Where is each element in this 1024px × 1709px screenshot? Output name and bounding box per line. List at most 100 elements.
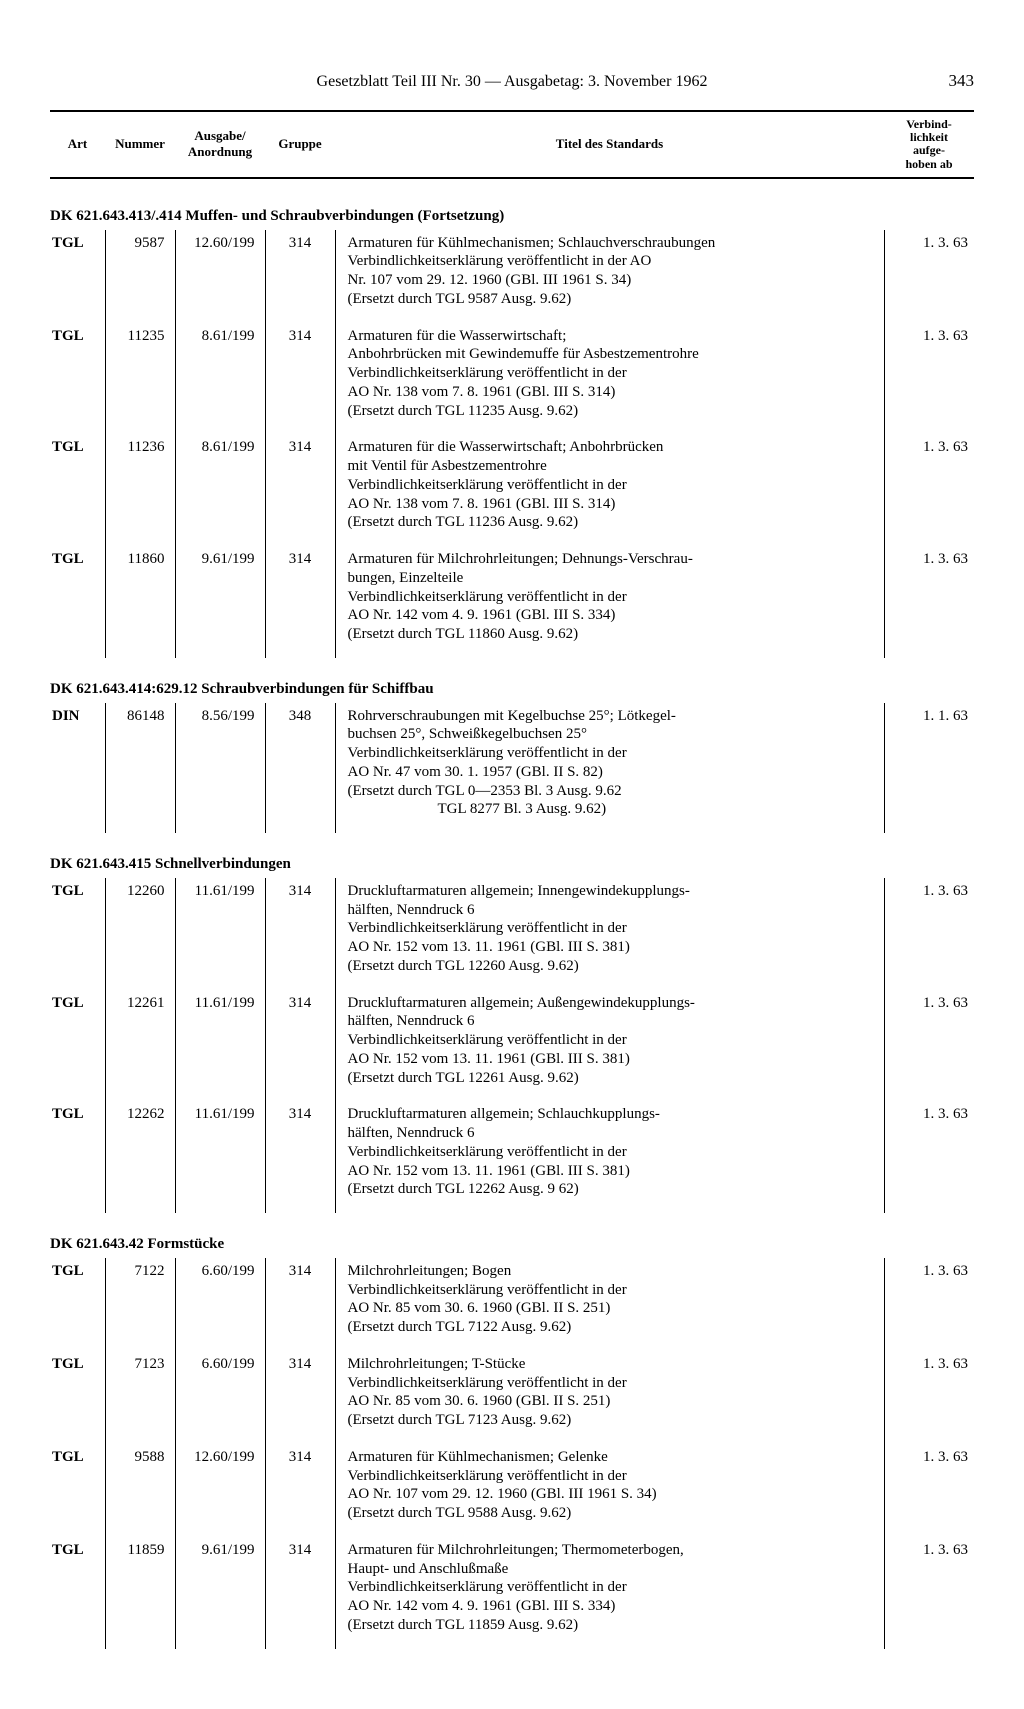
cell-ausgabe: 11.61/199 xyxy=(175,1101,265,1213)
cell-nummer: 12260 xyxy=(105,878,175,990)
cell-nummer: 9587 xyxy=(105,230,175,323)
cell-nummer: 11236 xyxy=(105,434,175,546)
title-line: Anbohrbrücken mit Gewindemuffe für Asbes… xyxy=(348,345,876,364)
cell-nummer: 12262 xyxy=(105,1101,175,1213)
cell-ausgabe: 8.61/199 xyxy=(175,434,265,546)
col-ausgabe: Ausgabe/ Anordnung xyxy=(175,111,265,178)
col-verbind: Verbind- lichkeit aufge- hoben ab xyxy=(884,111,974,178)
title-line: (Ersetzt durch TGL 12260 Ausg. 9.62) xyxy=(348,957,876,976)
col-gruppe: Gruppe xyxy=(265,111,335,178)
title-line: (Ersetzt durch TGL 11859 Ausg. 9.62) xyxy=(348,1616,876,1635)
cell-gruppe: 314 xyxy=(265,434,335,546)
cell-title: Druckluftarmaturen allgemein; Außengewin… xyxy=(335,990,884,1102)
cell-nummer: 7122 xyxy=(105,1258,175,1351)
title-line: Verbindlichkeitserklärung veröffentlicht… xyxy=(348,1578,876,1597)
title-line: bungen, Einzelteile xyxy=(348,569,876,588)
title-line: Nr. 107 vom 29. 12. 1960 (GBl. III 1961 … xyxy=(348,271,876,290)
cell-title: Armaturen für Kühlmechanismen; Schlauchv… xyxy=(335,230,884,323)
cell-gruppe: 314 xyxy=(265,1258,335,1351)
section-heading-row: DK 621.643.414:629.12 Schraubverbindunge… xyxy=(50,658,974,703)
title-line: (Ersetzt durch TGL 7122 Ausg. 9.62) xyxy=(348,1318,876,1337)
title-line: Rohrverschraubungen mit Kegelbuchse 25°;… xyxy=(348,707,876,726)
cell-art: TGL xyxy=(50,230,105,323)
title-line: hälften, Nenndruck 6 xyxy=(348,1124,876,1143)
title-line: (Ersetzt durch TGL 11236 Ausg. 9.62) xyxy=(348,513,876,532)
cell-title: Milchrohrleitungen; T-StückeVerbindlichk… xyxy=(335,1351,884,1444)
cell-art: TGL xyxy=(50,1258,105,1351)
title-line: Haupt- und Anschlußmaße xyxy=(348,1560,876,1579)
cell-date: 1. 3. 63 xyxy=(884,990,974,1102)
cell-nummer: 86148 xyxy=(105,703,175,834)
table-row: TGL958712.60/199314Armaturen für Kühlmec… xyxy=(50,230,974,323)
title-line: AO Nr. 152 vom 13. 11. 1961 (GBl. III S.… xyxy=(348,1050,876,1069)
title-line: Verbindlichkeitserklärung veröffentlicht… xyxy=(348,1031,876,1050)
cell-title: Milchrohrleitungen; BogenVerbindlichkeit… xyxy=(335,1258,884,1351)
title-line: Armaturen für Milchrohrleitungen; Thermo… xyxy=(348,1541,876,1560)
cell-art: TGL xyxy=(50,990,105,1102)
section-heading-row: DK 621.643.415 Schnellverbindungen xyxy=(50,833,974,878)
table-row: DIN861488.56/199348Rohrverschraubungen m… xyxy=(50,703,974,834)
title-line: AO Nr. 138 vom 7. 8. 1961 (GBl. III S. 3… xyxy=(348,383,876,402)
table-row: TGL118599.61/199314Armaturen für Milchro… xyxy=(50,1537,974,1649)
cell-date: 1. 3. 63 xyxy=(884,878,974,990)
section-heading-row: DK 621.643.413/.414 Muffen- und Schraubv… xyxy=(50,178,974,230)
cell-ausgabe: 8.56/199 xyxy=(175,703,265,834)
title-line: Verbindlichkeitserklärung veröffentlicht… xyxy=(348,1143,876,1162)
cell-ausgabe: 6.60/199 xyxy=(175,1258,265,1351)
cell-art: TGL xyxy=(50,1351,105,1444)
cell-art: TGL xyxy=(50,434,105,546)
cell-title: Armaturen für die Wasserwirtschaft;Anboh… xyxy=(335,323,884,435)
title-line: Verbindlichkeitserklärung veröffentlicht… xyxy=(348,1281,876,1300)
table-body: DK 621.643.413/.414 Muffen- und Schraubv… xyxy=(50,178,974,1649)
table-row: TGL1226111.61/199314Druckluftarmaturen a… xyxy=(50,990,974,1102)
cell-gruppe: 314 xyxy=(265,1444,335,1537)
title-line: buchsen 25°, Schweißkegelbuchsen 25° xyxy=(348,725,876,744)
title-line: (Ersetzt durch TGL 12262 Ausg. 9 62) xyxy=(348,1180,876,1199)
cell-ausgabe: 6.60/199 xyxy=(175,1351,265,1444)
table-row: TGL71236.60/199314Milchrohrleitungen; T-… xyxy=(50,1351,974,1444)
cell-date: 1. 3. 63 xyxy=(884,1258,974,1351)
col-titel: Titel des Standards xyxy=(335,111,884,178)
cell-date: 1. 3. 63 xyxy=(884,1537,974,1649)
cell-ausgabe: 8.61/199 xyxy=(175,323,265,435)
title-line: Armaturen für die Wasserwirtschaft; Anbo… xyxy=(348,438,876,457)
title-line: hälften, Nenndruck 6 xyxy=(348,901,876,920)
title-line: (Ersetzt durch TGL 9588 Ausg. 9.62) xyxy=(348,1504,876,1523)
title-line: Verbindlichkeitserklärung veröffentlicht… xyxy=(348,1374,876,1393)
title-line: Verbindlichkeitserklärung veröffentlicht… xyxy=(348,744,876,763)
title-line: (Ersetzt durch TGL 0—2353 Bl. 3 Ausg. 9.… xyxy=(348,782,876,801)
section-heading: DK 621.643.413/.414 Muffen- und Schraubv… xyxy=(50,178,974,230)
cell-date: 1. 3. 63 xyxy=(884,230,974,323)
cell-ausgabe: 9.61/199 xyxy=(175,546,265,658)
table-row: TGL118609.61/199314Armaturen für Milchro… xyxy=(50,546,974,658)
cell-gruppe: 314 xyxy=(265,323,335,435)
section-heading: DK 621.643.42 Formstücke xyxy=(50,1213,974,1258)
title-line: Armaturen für Kühlmechanismen; Gelenke xyxy=(348,1448,876,1467)
cell-gruppe: 314 xyxy=(265,878,335,990)
title-line: Verbindlichkeitserklärung veröffentlicht… xyxy=(348,1467,876,1486)
cell-date: 1. 3. 63 xyxy=(884,323,974,435)
cell-gruppe: 314 xyxy=(265,1101,335,1213)
title-line: Armaturen für die Wasserwirtschaft; xyxy=(348,327,876,346)
cell-art: TGL xyxy=(50,546,105,658)
cell-ausgabe: 9.61/199 xyxy=(175,1537,265,1649)
cell-date: 1. 3. 63 xyxy=(884,434,974,546)
col-nummer: Nummer xyxy=(105,111,175,178)
page-header: Gesetzblatt Teil III Nr. 30 — Ausgabetag… xyxy=(50,70,974,92)
title-line: Druckluftarmaturen allgemein; Außengewin… xyxy=(348,994,876,1013)
table-row: TGL958812.60/199314Armaturen für Kühlmec… xyxy=(50,1444,974,1537)
cell-gruppe: 314 xyxy=(265,546,335,658)
title-line: AO Nr. 152 vom 13. 11. 1961 (GBl. III S.… xyxy=(348,938,876,957)
title-line: TGL 8277 Bl. 3 Ausg. 9.62) xyxy=(348,800,876,819)
header-title: Gesetzblatt Teil III Nr. 30 — Ausgabetag… xyxy=(110,72,914,92)
table-row: TGL1226011.61/199314Druckluftarmaturen a… xyxy=(50,878,974,990)
cell-gruppe: 348 xyxy=(265,703,335,834)
page-number: 343 xyxy=(914,70,974,91)
cell-nummer: 11235 xyxy=(105,323,175,435)
title-line: AO Nr. 85 vom 30. 6. 1960 (GBl. II S. 25… xyxy=(348,1392,876,1411)
title-line: Armaturen für Kühlmechanismen; Schlauchv… xyxy=(348,234,876,253)
title-line: Verbindlichkeitserklärung veröffentlicht… xyxy=(348,476,876,495)
cell-date: 1. 3. 63 xyxy=(884,546,974,658)
title-line: Verbindlichkeitserklärung veröffentlicht… xyxy=(348,252,876,271)
title-line: Druckluftarmaturen allgemein; Innengewin… xyxy=(348,882,876,901)
